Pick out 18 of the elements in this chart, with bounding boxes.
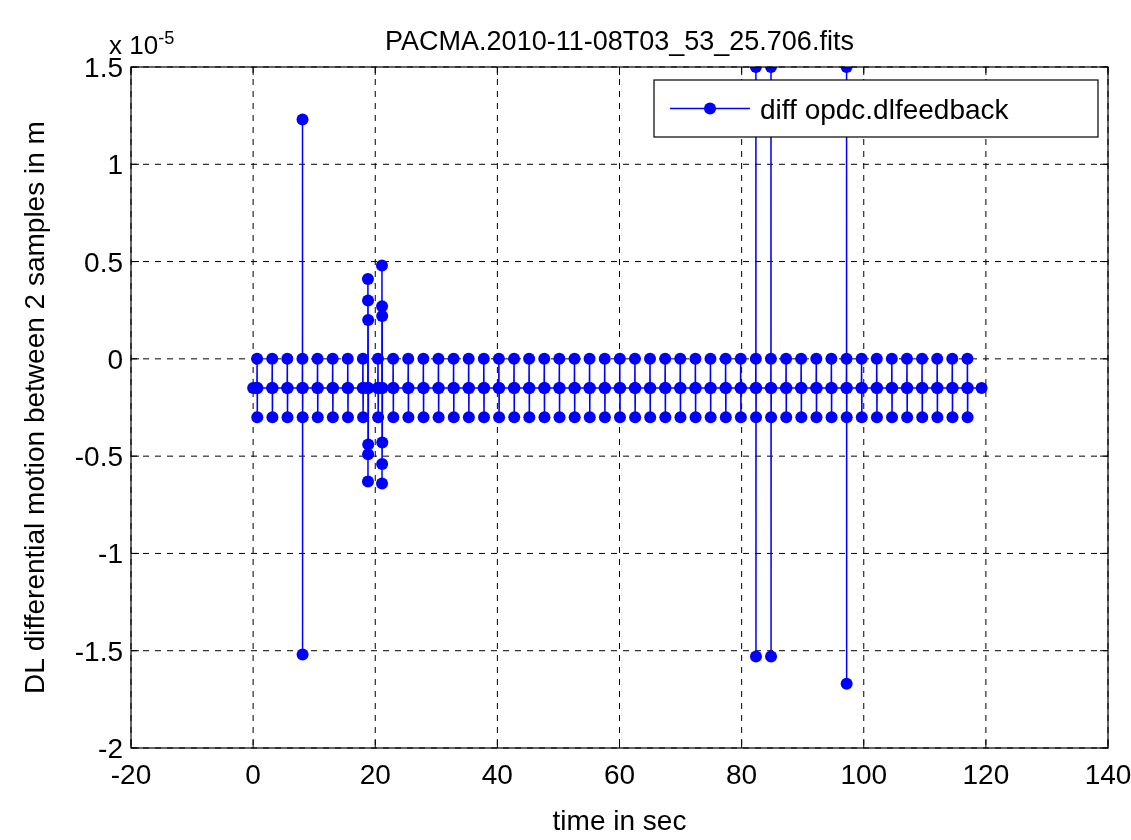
y-tick-label: -1 <box>98 538 123 570</box>
chart-title: PACMA.2010-11-08T03_53_25.706.fits <box>385 26 854 56</box>
x-tick-label: 100 <box>840 759 888 790</box>
x-tick-label: 40 <box>481 759 513 790</box>
x-tick-label: 80 <box>726 759 758 790</box>
x-tick-label: 120 <box>962 759 1010 790</box>
legend-label: diff opdc.dlfeedback <box>760 93 1010 125</box>
y-tick-label: 1 <box>107 149 123 181</box>
x-tick-label: 0 <box>245 759 261 790</box>
y-axis-title: DL differential motion between 2 samples in m <box>19 121 50 694</box>
x-tick-label: 60 <box>603 759 636 790</box>
x-tick-label: 140 <box>1084 759 1131 790</box>
y-tick-label: -0.5 <box>74 441 123 473</box>
y-tick-label: 0 <box>107 343 123 375</box>
x-tick-label: 20 <box>359 759 391 790</box>
y-tick-label: 0.5 <box>84 246 123 278</box>
x-axis-title: time in sec <box>552 805 687 836</box>
y-tick-label: -1.5 <box>74 635 123 667</box>
